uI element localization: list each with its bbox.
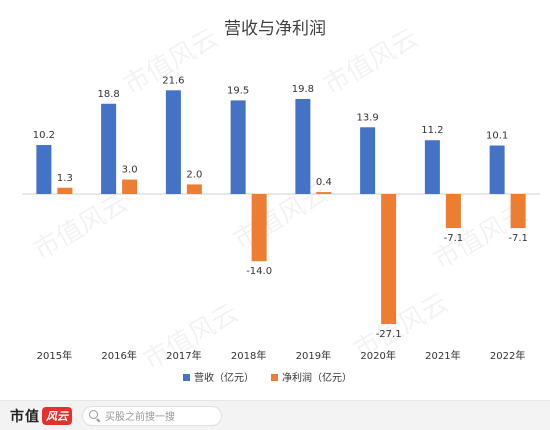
legend: 营收（亿元） 净利润（亿元） bbox=[183, 371, 352, 384]
logo-text: 市值 bbox=[10, 408, 40, 425]
revenue-label-1: 18.8 bbox=[97, 89, 119, 100]
x-tick-label-7: 2022年 bbox=[490, 349, 525, 362]
legend-swatch-0 bbox=[183, 374, 190, 381]
revenue-bar-7 bbox=[489, 145, 505, 194]
revenue-label-7: 10.1 bbox=[486, 131, 508, 142]
net-profit-label-7: -7.1 bbox=[508, 233, 528, 244]
revenue-bar-3 bbox=[230, 100, 246, 194]
x-tick-label-3: 2018年 bbox=[231, 349, 266, 362]
x-tick-label-0: 2015年 bbox=[37, 349, 72, 362]
revenue-bar-0 bbox=[36, 145, 52, 194]
revenue-label-3: 19.5 bbox=[227, 85, 249, 96]
legend-label-1: 净利润（亿元） bbox=[282, 371, 352, 384]
chart-title: 营收与净利润 bbox=[224, 19, 326, 39]
search-input[interactable]: 买股之前搜一搜 bbox=[82, 405, 222, 426]
net-profit-label-5: -27.1 bbox=[376, 329, 402, 340]
x-tick-label-2: 2017年 bbox=[166, 349, 201, 362]
revenue-bar-6 bbox=[424, 140, 440, 194]
x-tick-label-6: 2021年 bbox=[425, 349, 460, 362]
revenue-bar-1 bbox=[101, 103, 117, 194]
revenue-label-4: 19.8 bbox=[292, 84, 314, 95]
net-profit-label-3: -14.0 bbox=[246, 266, 272, 277]
net-profit-bar-4 bbox=[316, 192, 332, 194]
watermark-text: 市值风云 bbox=[319, 23, 424, 101]
net-profit-bar-1 bbox=[122, 179, 138, 194]
watermark-text: 市值风云 bbox=[119, 23, 224, 101]
watermark-text: 市值风云 bbox=[29, 188, 134, 266]
x-tick-labels-layer: 2015年 2016年 2017年 2018年 2019年 2020年 2021年 2022年 bbox=[37, 349, 526, 362]
revenue-bar-2 bbox=[165, 90, 181, 194]
net-profit-label-6: -7.1 bbox=[444, 233, 464, 244]
net-profit-label-0: 1.3 bbox=[57, 173, 73, 184]
revenue-label-0: 10.2 bbox=[33, 130, 55, 141]
legend-label-0: 营收（亿元） bbox=[194, 371, 254, 384]
net-profit-bar-6 bbox=[445, 194, 461, 229]
net-profit-bar-5 bbox=[381, 194, 397, 325]
revenue-bar-5 bbox=[360, 127, 376, 194]
net-profit-bar-2 bbox=[186, 184, 202, 194]
x-tick-label-5: 2020年 bbox=[360, 349, 395, 362]
net-profit-bar-7 bbox=[510, 194, 526, 229]
search-icon bbox=[89, 409, 101, 422]
logo-mark-icon: 风云 bbox=[42, 406, 72, 425]
revenue-label-2: 21.6 bbox=[162, 75, 184, 86]
net-profit-label-1: 3.0 bbox=[122, 165, 138, 176]
footer-bar: 市值 风云 买股之前搜一搜 bbox=[0, 400, 550, 430]
net-profit-bar-3 bbox=[251, 194, 267, 262]
revenue-label-5: 13.9 bbox=[356, 112, 378, 123]
legend-swatch-1 bbox=[271, 374, 278, 381]
revenue-label-6: 11.2 bbox=[421, 125, 443, 136]
net-profit-label-4: 0.4 bbox=[316, 177, 332, 188]
chart-area: 市值风云 市值风云 市值风云 市值风云 市值风云 市值风云 市值风云 营收与净利润 10.2… bbox=[22, 19, 540, 384]
x-tick-label-1: 2016年 bbox=[101, 349, 136, 362]
x-tick-label-4: 2019年 bbox=[296, 349, 331, 362]
revenue-bar-4 bbox=[295, 98, 311, 194]
net-profit-label-2: 2.0 bbox=[186, 169, 202, 180]
brand-logo: 市值 风云 bbox=[10, 406, 72, 426]
net-profit-bar-0 bbox=[57, 187, 73, 194]
watermark-text: 市值风云 bbox=[139, 298, 244, 376]
bars-layer bbox=[36, 90, 526, 325]
data-labels-layer: 10.2 1.3 18.8 3.0 21.6 2.0 19.5 -14.0 19.8 0.4 13.… bbox=[33, 75, 528, 340]
search-placeholder: 买股之前搜一搜 bbox=[105, 412, 175, 423]
